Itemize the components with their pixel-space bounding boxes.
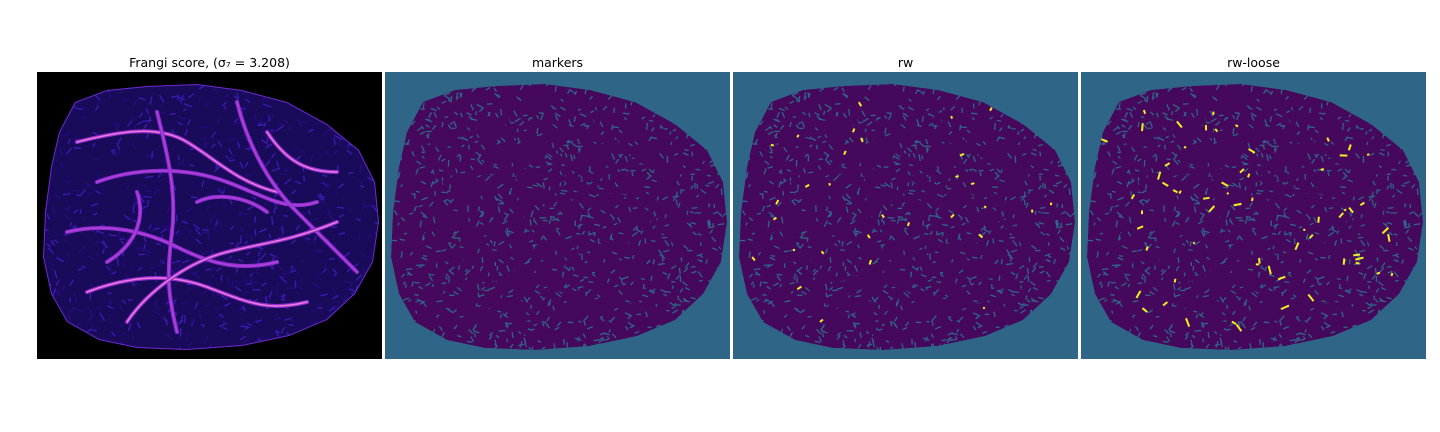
- rw-image: [733, 72, 1078, 359]
- panel-title-rw: rw: [897, 55, 914, 70]
- panel-title-markers: markers: [531, 55, 584, 70]
- panel-title-rw-loose: rw-loose: [1227, 55, 1280, 70]
- panel-rw-loose: [1081, 72, 1426, 359]
- panel-frangi: [37, 72, 382, 359]
- panel-markers: [385, 72, 730, 359]
- rw-loose-image: [1081, 72, 1426, 359]
- markers-image: [385, 72, 730, 359]
- frangi-image: [37, 72, 382, 359]
- panel-title-frangi: Frangi score, (σ₇ = 3.208): [129, 55, 290, 70]
- panel-rw: [733, 72, 1078, 359]
